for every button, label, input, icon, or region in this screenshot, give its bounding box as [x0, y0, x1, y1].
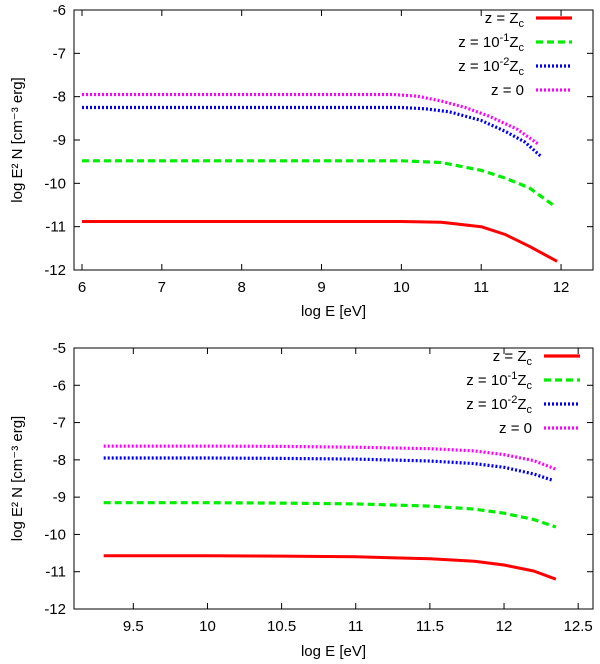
legend-label-3: z = 0: [499, 420, 532, 437]
x-tick-label: 9.5: [123, 618, 144, 635]
y-tick-label: -5: [53, 340, 66, 357]
x-tick-label: 11: [473, 279, 489, 296]
legend-label-1: z = 10-1Zc: [466, 370, 532, 392]
x-axis-label: log E [eV]: [301, 643, 366, 660]
legend-label-0: z = Zc: [493, 348, 533, 368]
bottom-panel: 9.5 10 10.5 11 11.5 12 12.5 -12 -11 -10 -9 -8 -7 -6 -5…: [9, 340, 594, 660]
y-tick-label: -10: [44, 526, 66, 543]
y-tick-label: -12: [44, 262, 66, 279]
x-tick-label: 12: [496, 618, 513, 635]
y-tick-label: -7: [53, 45, 66, 62]
y-tick-label: -8: [53, 89, 66, 106]
x-tick-label: 10: [199, 618, 216, 635]
y-tick-label: -9: [53, 489, 66, 506]
x-tick-label: 10: [393, 279, 410, 296]
series-line-3: [82, 92, 540, 146]
y-axis-label: log E² N [cm⁻³ erg]: [9, 77, 26, 202]
series-line-1: [82, 159, 555, 207]
y-tick-label: -11: [45, 219, 66, 236]
x-tick-label: 12: [553, 279, 570, 296]
legend-label-2: z = 10-2Zc: [466, 394, 532, 416]
series-line-2: [82, 105, 543, 158]
x-tick-label: 7: [158, 279, 166, 296]
top-panel: 6 7 8 9 10 11 12 -12 -11 -10 -9 -8 -7 -6 log E [eV] log…: [9, 2, 594, 320]
y-tick-label: -6: [53, 377, 66, 394]
y-tick-label: -7: [53, 415, 66, 432]
y-tick-label: -9: [53, 132, 66, 149]
y-tick-label: -12: [44, 601, 66, 618]
x-tick-label: 8: [238, 279, 246, 296]
series-line-3: [103, 444, 557, 471]
x-tick-label: 11.5: [416, 618, 444, 635]
series-line-0: [82, 220, 558, 263]
y-axis-label: log E² N [cm⁻³ erg]: [9, 416, 26, 541]
x-tick-label: 6: [78, 279, 86, 296]
legend-label-0: z = Zc: [485, 10, 525, 30]
legend-label-1: z = 10-1Zc: [458, 32, 524, 54]
legend-label-3: z = 0: [491, 82, 524, 99]
y-tick-label: -10: [44, 175, 66, 192]
series-line-0: [103, 554, 557, 581]
y-tick-label: -8: [53, 452, 66, 469]
y-tick-label: -6: [53, 2, 66, 19]
plot-frame: [73, 347, 594, 610]
legend-label-2: z = 10-2Zc: [458, 56, 524, 78]
y-tick-label: -11: [45, 564, 66, 581]
x-tick-label: 10.5: [267, 618, 296, 635]
x-tick-label: 9: [317, 279, 325, 296]
x-tick-label: 11: [348, 618, 364, 635]
series-line-1: [103, 501, 557, 529]
x-tick-label: 12.5: [564, 618, 593, 635]
series-line-2: [103, 456, 554, 482]
x-axis-label: log E [eV]: [301, 303, 366, 320]
